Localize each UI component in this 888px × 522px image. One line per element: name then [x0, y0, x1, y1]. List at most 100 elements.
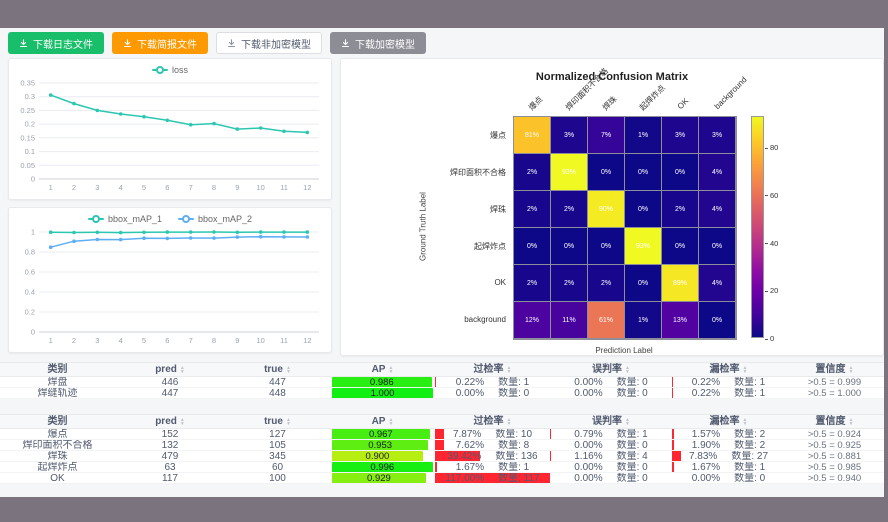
column-header-miss[interactable]: 漏检率 ▲ ▼ — [672, 415, 785, 428]
confusion-matrix-card: Normalized Confusion Matrix 81% 3% 7% 1% 3% 3… — [340, 58, 884, 356]
table-row: 焊缝轨迹 447 448 1.000 0.00% 数量: 0 0.00% 数量: 0 0.22%… — [0, 388, 884, 399]
svg-text:0.3: 0.3 — [25, 92, 35, 101]
column-header-label: 漏检率 — [709, 416, 740, 427]
column-header-ap[interactable]: AP ▲ ▼ — [330, 415, 435, 428]
matrix-col-label: 爆点 — [526, 94, 545, 113]
column-header-true[interactable]: true ▲ ▼ — [225, 415, 330, 428]
rate-percent: 1.67% — [691, 462, 721, 472]
download-report-button[interactable]: 下载简报文件 — [112, 32, 208, 54]
legend-item-loss[interactable]: loss — [151, 65, 188, 75]
svg-text:10: 10 — [256, 336, 264, 345]
column-header-mis[interactable]: 误判率 ▲ ▼ — [550, 415, 672, 428]
rate-count: 数量: 2 — [734, 429, 766, 439]
over-rate-cell: 39.42% 数量: 136 — [435, 451, 550, 461]
matrix-row-label: OK — [494, 277, 506, 287]
svg-text:12: 12 — [303, 336, 311, 345]
class-name-cell: 起焊炸点 — [37, 462, 78, 472]
matrix-cell: 0% — [625, 191, 662, 228]
loss-chart-card: loss 0 0.05 0.1 0.15 0.2 0.25 0.3 0.35 1 2 3 4 5 6 7 8 9… — [8, 58, 332, 200]
metrics-table-defects: 类别 pred ▲ ▼ true ▲ ▼ AP ▲ ▼ 过检率 ▲ ▼ 误判率 ▲ ▼ 漏检率 ▲ ▼ 置信度 ▲ ▼ 爆点… — [0, 414, 884, 484]
matrix-cell: 90% — [588, 191, 625, 228]
ap-bar: 0.900 — [332, 451, 423, 461]
column-header-label: 过检率 — [473, 416, 504, 427]
rate-bar — [672, 440, 675, 450]
column-header-over[interactable]: 过检率 ▲ ▼ — [435, 415, 550, 428]
column-header-conf[interactable]: 置信度 ▲ ▼ — [785, 415, 884, 428]
rate-text: 7.83% 数量: 27 — [689, 451, 768, 461]
legend-marker-icon — [87, 215, 104, 223]
column-header-pred[interactable]: pred ▲ ▼ — [115, 363, 225, 376]
rate-percent: 1.57% — [691, 429, 721, 439]
download-unencrypted-model-button[interactable]: 下载非加密模型 — [216, 32, 322, 54]
ap-cell: 0.986 — [330, 377, 435, 387]
ap-cell: 0.996 — [330, 462, 435, 472]
rate-bar — [672, 429, 674, 439]
over-rate-cell: 7.62% 数量: 8 — [435, 440, 550, 450]
column-header-miss[interactable]: 漏检率 ▲ ▼ — [672, 363, 785, 376]
svg-text:9: 9 — [235, 336, 239, 345]
column-header-ap[interactable]: AP ▲ ▼ — [330, 363, 435, 376]
loss-chart-legend: loss — [9, 59, 331, 77]
svg-text:1: 1 — [31, 228, 35, 237]
table-row: 起焊炸点 63 60 0.996 1.67% 数量: 1 0.00% 数量: 0 1.67% 数量… — [0, 462, 884, 473]
ap-bar: 0.986 — [332, 377, 432, 387]
map-chart-card: bbox_mAP_1 bbox_mAP_2 0 0.2 0.4 0.6 0.8 1 1 2 3 4 5… — [8, 207, 332, 353]
svg-text:0.2: 0.2 — [25, 120, 35, 129]
matrix-row-label: 爆点 — [490, 130, 506, 140]
rate-percent: 0.22% — [691, 377, 721, 387]
ap-bar: 1.000 — [332, 388, 433, 398]
download-log-button[interactable]: 下载日志文件 — [8, 32, 104, 54]
misjudge-rate-cell: 0.00% 数量: 0 — [550, 377, 672, 387]
rate-percent: 117.00% — [445, 473, 485, 483]
colorbar-tick: 0 — [765, 334, 774, 343]
rate-percent: 0.79% — [574, 429, 603, 439]
matrix-x-axis-label: Prediction Label — [595, 346, 653, 355]
rate-bar — [672, 451, 681, 461]
column-header-true[interactable]: true ▲ ▼ — [225, 363, 330, 376]
table-row: 焊盘 446 447 0.986 0.22% 数量: 1 0.00% 数量: 0 0.22% 数量… — [0, 377, 884, 388]
rate-count: 数量: 8 — [498, 440, 530, 450]
confidence-cell: >0.5 = 1.000 — [807, 388, 862, 398]
table-header-row: 类别 pred ▲ ▼ true ▲ ▼ AP ▲ ▼ 过检率 ▲ ▼ 误判率 ▲ ▼ 漏检率 ▲ ▼ 置信度 ▲ ▼ — [0, 414, 884, 429]
download-toolbar: 下载日志文件 下载简报文件 下载非加密模型 下载加密模型 — [0, 28, 884, 58]
confidence-cell: >0.5 = 0.925 — [807, 440, 862, 450]
matrix-cell: 89% — [662, 265, 699, 302]
column-header-label: AP — [371, 416, 386, 427]
pred-count-cell: 63 — [164, 462, 176, 472]
table-row: 焊珠 479 345 0.900 39.42% 数量: 136 1.16% 数量: 4 7.83… — [0, 451, 884, 462]
table-row: 焊印面积不合格 132 105 0.953 7.62% 数量: 8 0.00% 数量: 0 1.… — [0, 440, 884, 451]
matrix-row-label: 起焊炸点 — [474, 241, 506, 251]
class-name-cell: 焊缝轨迹 — [37, 388, 78, 398]
ap-bar-track: 0.996 — [330, 462, 435, 472]
sort-icon: ▲ ▼ — [848, 416, 854, 427]
column-header-mis[interactable]: 误判率 ▲ ▼ — [550, 363, 672, 376]
sort-icon: ▲ ▼ — [388, 364, 394, 375]
rate-text: 0.00% 数量: 0 — [574, 377, 647, 387]
matrix-col-label: OK — [675, 96, 690, 111]
legend-label: bbox_mAP_1 — [107, 214, 162, 224]
rate-text: 0.00% 数量: 0 — [574, 473, 647, 483]
svg-text:0.6: 0.6 — [25, 268, 35, 277]
ap-cell: 0.929 — [330, 473, 435, 483]
loss-chart: 00.050.10.150.20.250.30.351 2 3 4 5 6 7 8 9 10 11 1… — [20, 79, 319, 192]
class-name-cell: 焊印面积不合格 — [22, 440, 93, 450]
pred-count-cell: 132 — [161, 440, 179, 450]
download-encrypted-model-button[interactable]: 下载加密模型 — [330, 32, 426, 54]
download-icon — [123, 38, 132, 47]
column-header-conf[interactable]: 置信度 ▲ ▼ — [785, 363, 884, 376]
matrix-cell: 2% — [514, 154, 551, 191]
svg-text:7: 7 — [189, 336, 193, 345]
column-header-pred[interactable]: pred ▲ ▼ — [115, 415, 225, 428]
matrix-cell: 0% — [699, 228, 736, 265]
sort-icon: ▲ ▼ — [388, 416, 394, 427]
confidence-cell: >0.5 = 0.924 — [807, 429, 862, 439]
legend-item-bbox_mAP_2[interactable]: bbox_mAP_2 — [178, 214, 252, 224]
column-header-label: true — [264, 364, 283, 375]
column-header-over[interactable]: 过检率 ▲ ▼ — [435, 363, 550, 376]
rate-text: 0.22% 数量: 1 — [692, 388, 765, 398]
column-header-label: 漏检率 — [709, 364, 740, 375]
legend-item-bbox_mAP_1[interactable]: bbox_mAP_1 — [87, 214, 162, 224]
ap-bar-track: 1.000 — [330, 388, 435, 398]
confusion-matrix-title: Normalized Confusion Matrix — [535, 71, 689, 83]
svg-text:1: 1 — [49, 183, 53, 192]
